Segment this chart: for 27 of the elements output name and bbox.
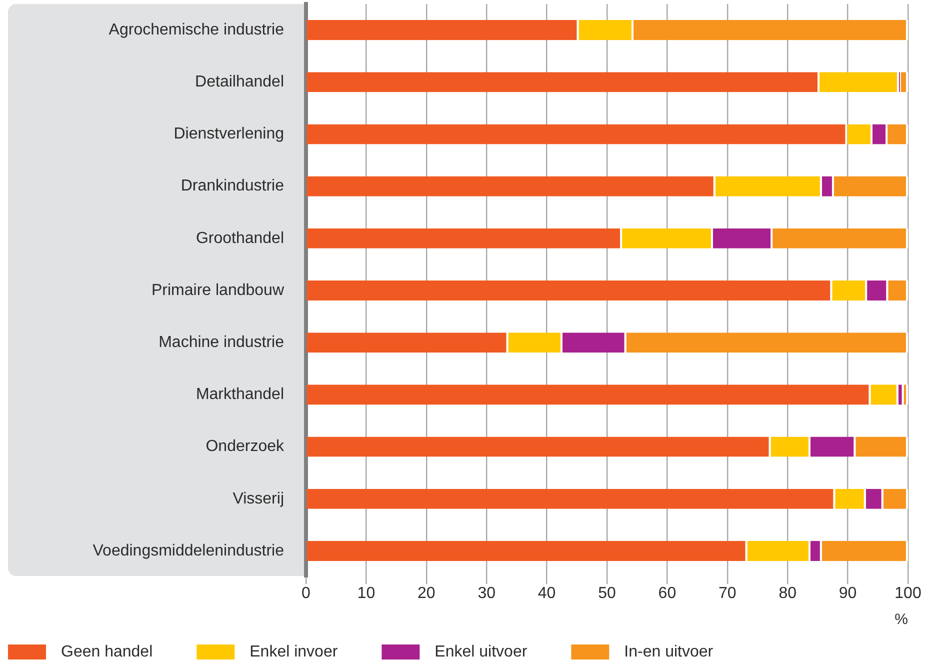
x-tick-label: 10 bbox=[357, 585, 376, 602]
y-tick-label: Detailhandel bbox=[195, 74, 284, 91]
y-tick-label: Drankindustrie bbox=[180, 178, 284, 195]
legend-label: Enkel invoer bbox=[250, 643, 338, 660]
x-tick-label: 30 bbox=[478, 585, 496, 602]
x-tick-label: 20 bbox=[418, 585, 436, 602]
x-tick-label: 70 bbox=[718, 585, 736, 602]
y-tick-label: Dienstverlening bbox=[174, 126, 284, 143]
y-tick-label: Machine industrie bbox=[158, 334, 284, 351]
x-tick-label: 60 bbox=[658, 585, 676, 602]
legend-label: Geen handel bbox=[61, 643, 153, 660]
x-tick-label: 40 bbox=[538, 585, 556, 602]
y-tick-label: Groothandel bbox=[196, 230, 284, 247]
x-tick-label: 90 bbox=[838, 585, 857, 602]
x-axis-title: % bbox=[894, 611, 908, 628]
y-tick-label: Agrochemische industrie bbox=[108, 21, 284, 38]
x-tick-label: 50 bbox=[598, 585, 616, 602]
x-tick-label: 100 bbox=[894, 585, 922, 602]
y-tick-label: Markthandel bbox=[196, 386, 284, 404]
y-tick-label: Voedingsmiddelenindustrie bbox=[92, 542, 284, 560]
x-tick-label: 80 bbox=[778, 585, 797, 602]
y-tick-label: Visserij bbox=[232, 490, 284, 508]
x-tick-label: 0 bbox=[302, 585, 311, 602]
legend-label: In-en uitvoer bbox=[624, 643, 714, 660]
y-tick-label: Primaire landbouw bbox=[151, 282, 284, 299]
y-tick-label: Onderzoek bbox=[206, 438, 285, 456]
legend-label: Enkel uitvoer bbox=[434, 643, 528, 660]
